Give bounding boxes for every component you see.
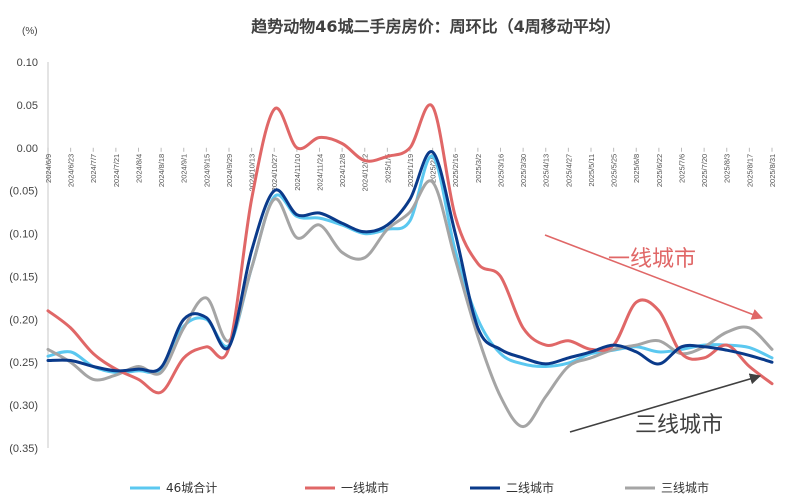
annotation-first-tier: 一线城市 xyxy=(608,247,696,272)
y-tick-label: (0.05) xyxy=(9,186,38,198)
x-tick-label: 2025/8/17 xyxy=(745,154,754,187)
x-tick-label: 2025/2/16 xyxy=(451,154,460,187)
y-tick-label: (0.30) xyxy=(9,400,38,412)
x-tick-label: 2025/2/2 xyxy=(429,154,438,183)
x-tick-label: 2025/8/31 xyxy=(768,154,777,187)
y-tick-label: 0.05 xyxy=(17,100,38,112)
x-tick-label: 2024/10/27 xyxy=(270,154,279,192)
legend-label: 二线城市 xyxy=(506,480,554,494)
legend-first-tier: 一线城市 xyxy=(305,480,389,494)
x-tick-label: 2025/3/30 xyxy=(519,154,528,187)
first-tier-trend-arrow xyxy=(544,234,764,320)
series-lines xyxy=(46,103,774,429)
series-second-tier xyxy=(46,150,774,373)
x-tick-label: 2024/9/15 xyxy=(202,154,211,187)
x-tick-label: 2025/1/5 xyxy=(383,154,392,183)
x-tick-label: 2024/9/1 xyxy=(180,154,189,183)
x-tick-label: 2024/6/9 xyxy=(44,154,53,183)
x-axis: 2024/6/9 2024/6/23 2024/7/7 2024/7/21 2024/8… xyxy=(44,147,777,192)
x-tick-label: 2025/4/13 xyxy=(542,154,551,187)
x-tick-label: 2024/10/13 xyxy=(248,154,257,192)
legend-label: 一线城市 xyxy=(341,480,389,494)
legend-label: 46城合计 xyxy=(166,480,217,494)
annotation-third-tier: 三线城市 xyxy=(635,413,723,438)
x-tick-label: 2024/11/10 xyxy=(293,154,302,191)
legend-label: 三线城市 xyxy=(661,480,709,494)
x-tick-label: 2024/7/21 xyxy=(112,154,121,187)
x-tick-label: 2024/8/18 xyxy=(157,154,166,187)
y-unit-label: (%) xyxy=(22,26,38,37)
y-tick-label: (0.15) xyxy=(9,271,38,283)
x-tick-label: 2025/5/25 xyxy=(610,154,619,187)
x-tick-label: 2025/4/27 xyxy=(564,154,573,187)
series-46-city-total xyxy=(46,154,774,375)
third-tier-trend-arrow xyxy=(569,373,762,433)
legend: 46城合计 一线城市 二线城市 三线城市 xyxy=(130,480,709,494)
legend-second-tier: 二线城市 xyxy=(470,480,554,494)
x-tick-label: 2024/6/23 xyxy=(67,154,76,187)
x-tick-label: 2025/1/19 xyxy=(406,154,415,187)
y-tick-label: (0.20) xyxy=(9,314,38,326)
chart-title: 趋势动物46城二手房房价：周环比（4周移动平均） xyxy=(251,17,620,36)
y-tick-label: (0.35) xyxy=(9,443,38,455)
x-tick-label: 2025/7/6 xyxy=(678,154,687,183)
x-tick-label: 2025/7/20 xyxy=(700,154,709,187)
x-tick-label: 2024/11/24 xyxy=(316,154,325,191)
x-tick-label: 2024/12/22 xyxy=(361,154,370,192)
x-tick-label: 2024/8/4 xyxy=(135,154,144,183)
x-tick-label: 2025/5/11 xyxy=(587,154,596,187)
trend-arrows xyxy=(544,234,764,433)
y-tick-label: (0.10) xyxy=(9,229,38,241)
y-tick-label: (0.25) xyxy=(9,357,38,369)
x-tick-label: 2025/8/3 xyxy=(723,154,732,183)
series-first-tier xyxy=(46,103,774,395)
y-axis: 0.10 0.05 0.00 (0.05) (0.10) (0.15) (0.20) (0.2… xyxy=(9,57,49,455)
x-tick-label: 2025/3/16 xyxy=(497,154,506,187)
y-tick-label: 0.00 xyxy=(17,143,38,155)
x-tick-label: 2025/6/8 xyxy=(632,154,641,183)
series-third-tier xyxy=(46,179,774,429)
legend-third-tier: 三线城市 xyxy=(625,480,709,494)
y-tick-label: 0.10 xyxy=(17,57,38,69)
x-tick-label: 2024/7/7 xyxy=(89,154,98,183)
x-tick-label: 2025/3/2 xyxy=(474,154,483,183)
x-tick-label: 2024/12/8 xyxy=(338,154,347,187)
x-tick-label: 2024/9/29 xyxy=(225,154,234,187)
x-tick-label: 2025/6/22 xyxy=(655,154,664,187)
legend-46-city-total: 46城合计 xyxy=(130,480,217,494)
